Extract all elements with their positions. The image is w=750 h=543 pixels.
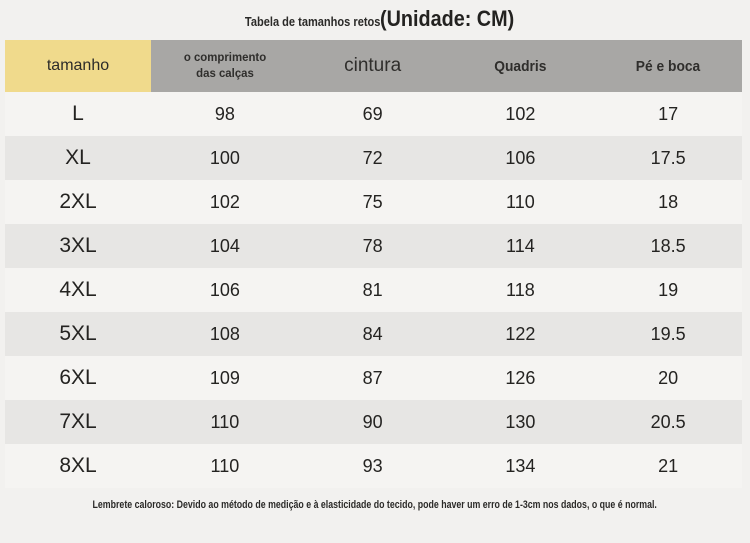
value-comprimento: 98 <box>214 103 235 124</box>
size-label: 4XL <box>59 278 97 301</box>
table-row: 7XL 110 90 130 20.5 <box>5 400 742 444</box>
size-label: 3XL <box>59 234 97 257</box>
table-row: XL 100 72 106 17.5 <box>5 136 742 180</box>
table-row: 2XL 102 75 110 18 <box>5 180 742 224</box>
value-pe-e-boca: 20.5 <box>650 411 686 432</box>
value-pe-e-boca: 18 <box>658 191 679 212</box>
value-comprimento: 106 <box>209 279 240 300</box>
footnote-text: Lembrete caloroso: Devido ao método de m… <box>92 499 658 511</box>
value-comprimento: 104 <box>209 235 240 256</box>
value-quadris: 110 <box>506 191 535 212</box>
table-row: 5XL 108 84 122 19.5 <box>5 312 742 356</box>
value-cintura: 69 <box>362 103 383 124</box>
value-quadris: 118 <box>506 279 535 300</box>
table-row: 8XL 110 93 134 21 <box>5 444 742 488</box>
column-header-quadris-label: Quadris <box>494 57 547 75</box>
table-row: 4XL 106 81 118 19 <box>5 268 742 312</box>
column-header-cintura: cintura <box>298 40 447 92</box>
value-comprimento: 100 <box>209 147 240 168</box>
value-pe-e-boca: 17 <box>658 103 679 124</box>
table-row: L 98 69 102 17 <box>5 92 742 136</box>
value-cintura: 93 <box>362 455 383 476</box>
value-quadris: 114 <box>506 235 535 256</box>
value-comprimento: 109 <box>209 367 240 388</box>
size-label: 8XL <box>59 454 97 477</box>
value-pe-e-boca: 17.5 <box>650 147 686 168</box>
value-quadris: 102 <box>505 103 536 124</box>
value-cintura: 81 <box>362 279 383 300</box>
value-cintura: 75 <box>362 191 383 212</box>
value-cintura: 72 <box>362 147 383 168</box>
column-header-pe-e-boca-label: Pé e boca <box>635 57 701 75</box>
size-label: XL <box>65 146 91 169</box>
value-pe-e-boca: 20 <box>658 367 679 388</box>
value-cintura: 87 <box>362 367 383 388</box>
value-comprimento: 102 <box>209 191 240 212</box>
column-header-comprimento-label: o comprimento das calças <box>183 50 267 80</box>
column-header-quadris: Quadris <box>446 40 595 92</box>
value-pe-e-boca: 18.5 <box>650 235 686 256</box>
value-pe-e-boca: 21 <box>658 455 679 476</box>
value-cintura: 78 <box>362 235 383 256</box>
value-pe-e-boca: 19.5 <box>650 323 686 344</box>
value-cintura: 90 <box>362 411 383 432</box>
value-pe-e-boca: 19 <box>658 279 679 300</box>
footnote: Lembrete caloroso: Devido ao método de m… <box>0 499 750 511</box>
value-comprimento: 110 <box>210 455 240 476</box>
title-subtitle: Tabela de tamanhos retos <box>244 14 381 29</box>
column-header-pe-e-boca: Pé e boca <box>594 40 742 92</box>
size-label: 7XL <box>59 410 97 433</box>
value-comprimento: 110 <box>210 411 240 432</box>
value-quadris: 126 <box>505 367 536 388</box>
table-row: 3XL 104 78 114 18.5 <box>5 224 742 268</box>
title-unit-label: (Unidade: CM) <box>380 6 515 31</box>
value-quadris: 122 <box>505 323 536 344</box>
table-header-row: tamanho o comprimento das calças cintura… <box>5 40 742 92</box>
size-label: 2XL <box>59 190 97 213</box>
value-quadris: 130 <box>505 411 536 432</box>
value-quadris: 134 <box>505 455 536 476</box>
size-label: 5XL <box>59 322 97 345</box>
table-row: 6XL 109 87 126 20 <box>5 356 742 400</box>
value-comprimento: 108 <box>209 323 240 344</box>
column-header-tamanho: tamanho <box>5 40 151 92</box>
size-label: 6XL <box>59 366 97 389</box>
column-header-comprimento: o comprimento das calças <box>151 40 299 92</box>
value-quadris: 106 <box>505 147 536 168</box>
value-cintura: 84 <box>362 323 383 344</box>
page-title: Tabela de tamanhos retos (Unidade: CM) <box>0 6 750 32</box>
size-label: L <box>72 102 84 125</box>
size-table: tamanho o comprimento das calças cintura… <box>5 40 742 488</box>
